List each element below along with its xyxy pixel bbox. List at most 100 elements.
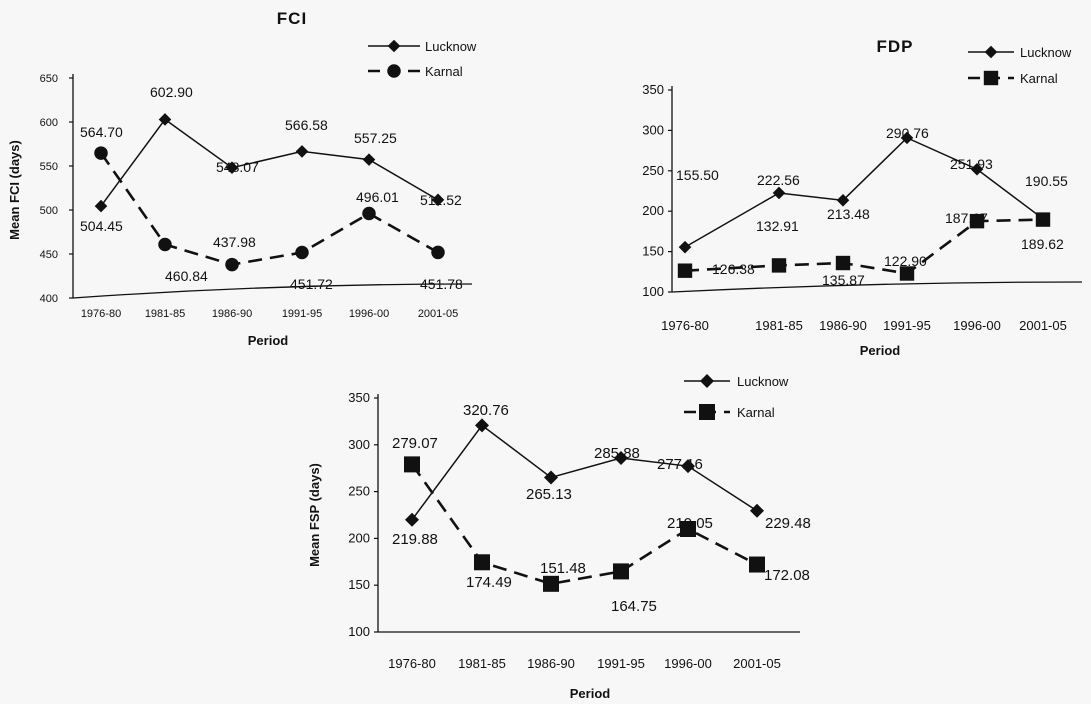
fdp-lucknow-data-label: 222.56 [757, 172, 800, 188]
fci-karnal-data-label: 437.98 [213, 234, 256, 250]
fci-x-tick-label: 1986-90 [212, 308, 252, 320]
fdp-karnal-point [677, 263, 693, 278]
fci-y-tick-label: 600 [40, 117, 58, 129]
fsp-karnal-data-label: 174.49 [466, 574, 512, 591]
fdp-lucknow-point [678, 240, 692, 254]
fdp-legend-karnal-marker [983, 70, 999, 86]
fci-chart: 400 450 500 550 600 650 1976-80 1981-85 1986-90 1… [7, 9, 477, 348]
fci-lucknow-point [431, 193, 445, 207]
fci-x-axis [72, 283, 473, 299]
fci-y-tick-label: 550 [40, 161, 58, 173]
fci-lucknow-data-label: 504.45 [80, 218, 123, 234]
fdp-karnal-point [771, 258, 787, 273]
fsp-chart: 100 150 200 250 300 350 1976-80 1981-85 1986-90 1… [307, 374, 811, 701]
fsp-x-tick-label: 1996-00 [664, 656, 712, 671]
fdp-lucknow-data-label: 251.93 [950, 156, 993, 172]
fdp-karnal-data-label: 126.38 [712, 261, 755, 277]
fdp-y-tick-label: 100 [642, 284, 664, 299]
fdp-legend-karnal-label: Karnal [1020, 71, 1058, 86]
fsp-x-tick-label: 1986-90 [527, 656, 575, 671]
fsp-karnal-point [474, 554, 490, 571]
fdp-karnal-point [899, 266, 915, 281]
fci-x-tick-label: 1996-00 [349, 308, 389, 320]
fsp-x-axis-title: Period [570, 686, 611, 701]
fci-lucknow-point [158, 113, 172, 126]
fsp-karnal-point [543, 575, 559, 592]
fdp-chart: 100 150 200 250 300 350 1976-80 1981-85 1986-90 1… [642, 37, 1083, 358]
fdp-x-axis [671, 281, 1083, 293]
fci-karnal-point [94, 146, 108, 160]
fsp-lucknow-point [544, 470, 558, 485]
fci-y-tick-label: 400 [40, 293, 58, 305]
fsp-karnal-data-label: 164.75 [611, 598, 657, 615]
fsp-lucknow-data-label: 219.88 [392, 531, 438, 548]
fci-x-tick-label: 1976-80 [81, 308, 121, 320]
fdp-karnal-line [684, 218, 1044, 275]
fsp-karnal-point [404, 456, 420, 473]
fci-lucknow-line [100, 118, 439, 207]
fci-karnal-data-label: 496.01 [356, 189, 399, 205]
fci-karnal-point [362, 206, 376, 221]
fci-lucknow-data-label: 602.90 [150, 84, 193, 100]
fci-karnal-data-label: 451.72 [290, 276, 333, 292]
fci-lucknow-point [94, 199, 108, 213]
fsp-lucknow-data-label: 229.48 [765, 515, 811, 532]
fci-karnal-point [431, 245, 445, 260]
fsp-lucknow-point [614, 451, 628, 466]
fsp-lucknow-point [681, 459, 695, 474]
fdp-y-tick-label: 150 [642, 244, 664, 259]
fdp-karnal-data-label: 187.67 [945, 210, 988, 226]
fdp-lucknow-point [772, 186, 786, 200]
fsp-y-tick-label: 350 [348, 390, 370, 405]
fsp-x-tick-label: 1991-95 [597, 656, 645, 671]
fdp-karnal-point [1035, 212, 1051, 227]
fdp-lucknow-data-label: 190.55 [1025, 173, 1068, 189]
fdp-lucknow-point [970, 162, 984, 176]
fsp-lucknow-line [411, 424, 758, 521]
fsp-x-tick-label: 1976-80 [388, 656, 436, 671]
fsp-lucknow-point [405, 512, 419, 527]
fci-lucknow-point [295, 145, 309, 158]
fsp-x-tick-label: 2001-05 [733, 656, 781, 671]
fsp-lucknow-point [475, 418, 489, 433]
fci-karnal-data-label: 451.78 [420, 276, 463, 292]
fdp-x-tick-label: 1996-00 [953, 318, 1001, 333]
fsp-lucknow-data-label: 285.88 [594, 445, 640, 462]
fsp-lucknow-data-label: 320.76 [463, 402, 509, 419]
fsp-y-axis-title: Mean FSP (days) [307, 463, 322, 567]
fci-legend-lucknow-marker [387, 39, 401, 53]
fdp-karnal-data-label: 135.87 [822, 272, 865, 288]
fdp-x-tick-label: 1976-80 [661, 318, 709, 333]
fsp-legend-lucknow-marker [700, 374, 714, 388]
fdp-lucknow-point [900, 131, 914, 145]
fsp-karnal-line [410, 463, 758, 586]
fdp-lucknow-point [836, 194, 850, 207]
fci-karnal-data-label: 460.84 [165, 268, 208, 284]
fsp-legend-karnal-marker [699, 404, 715, 420]
fdp-legend-lucknow-label: Lucknow [1020, 45, 1072, 60]
fci-legend-karnal-label: Karnal [425, 64, 463, 79]
fci-lucknow-data-label: 557.25 [354, 130, 397, 146]
fsp-karnal-data-label: 279.07 [392, 435, 438, 452]
fci-x-tick-label: 1981-85 [145, 308, 185, 320]
fsp-y-tick-label: 250 [348, 484, 370, 499]
fci-lucknow-point [362, 153, 376, 166]
fsp-y-tick-label: 200 [348, 530, 370, 545]
fsp-x-tick-label: 1981-85 [458, 656, 506, 671]
fci-karnal-line [99, 152, 439, 266]
fdp-title: FDP [877, 37, 914, 56]
fci-karnal-point [225, 257, 239, 272]
fci-legend-lucknow-label: Lucknow [425, 39, 477, 54]
fci-lucknow-data-label: 548.07 [216, 159, 259, 175]
fci-y-tick-label: 450 [40, 249, 58, 261]
fsp-lucknow-data-label: 277.16 [657, 456, 703, 473]
fdp-y-tick-label: 300 [642, 122, 664, 137]
fsp-y-tick-label: 300 [348, 437, 370, 452]
fci-y-tick-label: 500 [40, 205, 58, 217]
fdp-karnal-data-label: 122.90 [884, 253, 927, 269]
fdp-x-tick-label: 1981-85 [755, 318, 803, 333]
fci-karnal-data-label: 564.70 [80, 124, 123, 140]
fdp-karnal-point [969, 213, 985, 229]
fsp-karnal-data-label: 210.05 [667, 515, 713, 532]
